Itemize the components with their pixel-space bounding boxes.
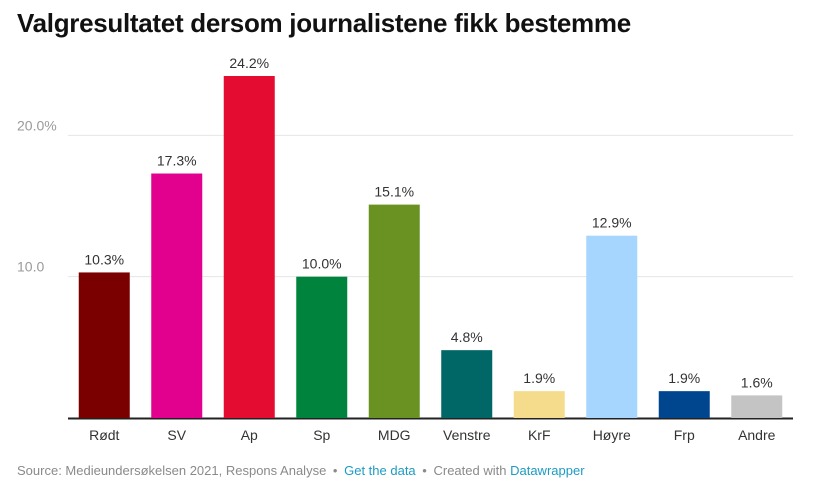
- y-axis-labels: 10.0 20.0%: [17, 117, 57, 274]
- created-with-text: Created with: [433, 463, 507, 478]
- x-tick-label: Høyre: [593, 427, 631, 443]
- get-data-link[interactable]: Get the data: [344, 463, 416, 478]
- bars: [78, 76, 783, 418]
- y-tick-label: 20.0%: [17, 117, 57, 133]
- bar: [441, 350, 493, 418]
- x-axis-labels: Rødt SV Ap Sp MDG Venstre KrF Høyre Frp Andre: [89, 427, 776, 443]
- bar-value-label: 1.9%: [523, 370, 555, 386]
- bar: [78, 272, 130, 418]
- x-tick-label: Rødt: [89, 427, 119, 443]
- bar: [296, 276, 348, 418]
- bar-value-label: 12.9%: [592, 215, 632, 231]
- bar-value-label: 4.8%: [451, 329, 483, 345]
- bar-value-label: 10.0%: [302, 256, 342, 272]
- bar: [513, 391, 565, 418]
- x-tick-label: KrF: [528, 427, 551, 443]
- x-tick-label: SV: [167, 427, 186, 443]
- bar-value-label: 10.3%: [84, 251, 124, 267]
- y-tick-label: 10.0: [17, 259, 44, 275]
- bar: [151, 173, 203, 418]
- bar-value-label: 15.1%: [374, 184, 414, 200]
- bar-value-label: 24.2%: [229, 55, 269, 71]
- bar: [368, 204, 420, 418]
- datawrapper-link[interactable]: Datawrapper: [510, 463, 585, 478]
- source-text: Source: Medieundersøkelsen 2021, Respons…: [17, 463, 327, 478]
- x-tick-label: MDG: [378, 427, 411, 443]
- footer-separator: •: [422, 463, 427, 478]
- x-tick-label: Venstre: [443, 427, 491, 443]
- chart-title: Valgresultatet dersom journalistene fikk…: [17, 8, 631, 38]
- footer-separator: •: [332, 463, 338, 478]
- bar-value-label: 1.6%: [741, 374, 773, 390]
- x-tick-label: Ap: [241, 427, 258, 443]
- bar: [731, 395, 783, 418]
- value-labels: 10.3% 17.3% 24.2% 10.0% 15.1% 4.8% 1.9% 12.9% 1.…: [84, 55, 772, 390]
- x-tick-label: Frp: [674, 427, 695, 443]
- bar-value-label: 17.3%: [157, 153, 197, 169]
- x-tick-label: Sp: [313, 427, 330, 443]
- bar: [586, 235, 638, 418]
- chart-footer: Source: Medieundersøkelsen 2021, Respons…: [17, 463, 585, 478]
- bar: [658, 391, 710, 418]
- bar-value-label: 1.9%: [668, 370, 700, 386]
- bar: [223, 76, 275, 418]
- x-tick-label: Andre: [738, 427, 776, 443]
